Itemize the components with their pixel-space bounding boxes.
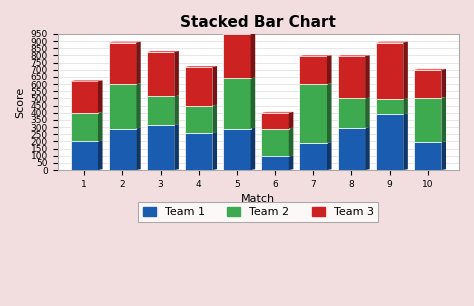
Y-axis label: Score: Score <box>15 86 25 118</box>
Bar <box>300 143 327 170</box>
Polygon shape <box>98 140 102 170</box>
Polygon shape <box>147 124 179 125</box>
Bar <box>71 113 98 141</box>
Bar <box>337 128 365 170</box>
Bar <box>261 156 289 170</box>
Polygon shape <box>212 132 217 170</box>
Polygon shape <box>174 124 179 170</box>
Polygon shape <box>327 83 331 143</box>
Polygon shape <box>223 33 255 34</box>
Polygon shape <box>185 66 217 67</box>
Polygon shape <box>185 105 217 106</box>
Polygon shape <box>300 142 331 143</box>
Bar <box>147 125 174 170</box>
Polygon shape <box>147 95 179 96</box>
X-axis label: Match: Match <box>241 194 275 204</box>
Polygon shape <box>327 142 331 170</box>
Polygon shape <box>403 113 408 170</box>
Bar <box>261 129 289 156</box>
Polygon shape <box>337 98 370 99</box>
Polygon shape <box>98 112 102 141</box>
Bar <box>414 142 441 170</box>
Polygon shape <box>300 83 331 84</box>
Polygon shape <box>441 141 446 170</box>
Polygon shape <box>337 55 370 56</box>
Bar <box>261 113 289 129</box>
Polygon shape <box>365 127 370 170</box>
Polygon shape <box>403 42 408 99</box>
Polygon shape <box>289 128 293 156</box>
Polygon shape <box>337 127 370 128</box>
Polygon shape <box>223 128 255 129</box>
Bar <box>147 52 174 96</box>
Polygon shape <box>212 66 217 106</box>
Bar <box>71 81 98 113</box>
Polygon shape <box>289 155 293 170</box>
Bar <box>71 141 98 170</box>
Bar <box>185 133 212 170</box>
Polygon shape <box>376 113 408 114</box>
Polygon shape <box>109 83 141 84</box>
Bar <box>376 99 403 114</box>
Bar <box>185 106 212 133</box>
Polygon shape <box>365 55 370 99</box>
Polygon shape <box>251 128 255 170</box>
Bar <box>414 70 441 98</box>
Polygon shape <box>414 69 446 70</box>
Polygon shape <box>174 95 179 125</box>
Polygon shape <box>251 77 255 129</box>
Polygon shape <box>376 42 408 43</box>
Bar <box>300 84 327 143</box>
Title: Stacked Bar Chart: Stacked Bar Chart <box>180 15 336 30</box>
Bar <box>376 114 403 170</box>
Polygon shape <box>414 141 446 142</box>
Bar <box>223 78 251 129</box>
Polygon shape <box>365 98 370 128</box>
Polygon shape <box>212 105 217 133</box>
Polygon shape <box>289 112 293 129</box>
Polygon shape <box>327 55 331 84</box>
Polygon shape <box>136 83 141 129</box>
Bar <box>223 34 251 78</box>
Bar <box>376 43 403 99</box>
Polygon shape <box>441 97 446 142</box>
Polygon shape <box>136 42 141 84</box>
Bar <box>147 96 174 125</box>
Polygon shape <box>376 98 408 99</box>
Polygon shape <box>403 98 408 114</box>
Polygon shape <box>71 140 102 141</box>
Bar <box>300 56 327 84</box>
Polygon shape <box>251 33 255 78</box>
Polygon shape <box>136 128 141 170</box>
Legend: Team 1, Team 2, Team 3: Team 1, Team 2, Team 3 <box>138 202 378 222</box>
Polygon shape <box>71 112 102 113</box>
Bar <box>109 84 136 129</box>
Polygon shape <box>71 80 102 81</box>
Bar <box>337 56 365 99</box>
Polygon shape <box>441 69 446 98</box>
Polygon shape <box>185 132 217 133</box>
Bar <box>109 43 136 84</box>
Polygon shape <box>261 112 293 113</box>
Polygon shape <box>300 55 331 56</box>
Polygon shape <box>414 97 446 98</box>
Polygon shape <box>109 128 141 129</box>
Bar <box>223 129 251 170</box>
Polygon shape <box>223 77 255 78</box>
Polygon shape <box>109 42 141 43</box>
Bar <box>185 67 212 106</box>
Polygon shape <box>98 80 102 113</box>
Bar <box>337 99 365 128</box>
Polygon shape <box>261 128 293 129</box>
Bar <box>109 129 136 170</box>
Polygon shape <box>147 51 179 52</box>
Polygon shape <box>261 155 293 156</box>
Polygon shape <box>174 51 179 96</box>
Bar <box>414 98 441 142</box>
